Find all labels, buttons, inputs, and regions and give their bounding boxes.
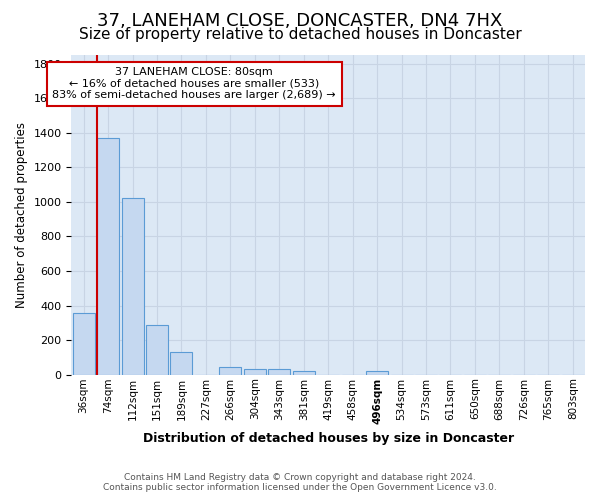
Bar xyxy=(170,352,193,374)
Bar xyxy=(366,371,388,374)
Text: 37 LANEHAM CLOSE: 80sqm
← 16% of detached houses are smaller (533)
83% of semi-d: 37 LANEHAM CLOSE: 80sqm ← 16% of detache… xyxy=(52,67,336,100)
Text: Size of property relative to detached houses in Doncaster: Size of property relative to detached ho… xyxy=(79,28,521,42)
X-axis label: Distribution of detached houses by size in Doncaster: Distribution of detached houses by size … xyxy=(143,432,514,445)
Bar xyxy=(97,138,119,374)
Bar xyxy=(73,314,95,374)
Text: 37, LANEHAM CLOSE, DONCASTER, DN4 7HX: 37, LANEHAM CLOSE, DONCASTER, DN4 7HX xyxy=(97,12,503,30)
Bar xyxy=(220,367,241,374)
Y-axis label: Number of detached properties: Number of detached properties xyxy=(15,122,28,308)
Bar xyxy=(122,198,143,374)
Bar xyxy=(268,370,290,374)
Bar xyxy=(146,324,168,374)
Text: Contains HM Land Registry data © Crown copyright and database right 2024.
Contai: Contains HM Land Registry data © Crown c… xyxy=(103,473,497,492)
Bar xyxy=(293,371,315,374)
Bar xyxy=(244,368,266,374)
